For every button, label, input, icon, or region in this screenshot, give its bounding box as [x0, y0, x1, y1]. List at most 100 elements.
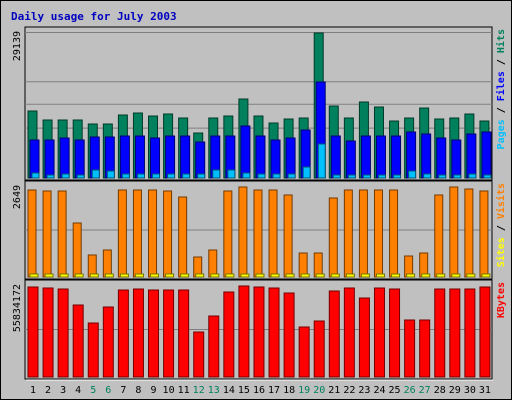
x-tick-day-16: 16 [253, 385, 265, 396]
x-tick-day-24: 24 [373, 385, 385, 396]
bar-pages-day-22 [347, 174, 356, 179]
bar-kbytes-day-29 [449, 288, 461, 378]
bar-pages-day-6 [106, 170, 115, 179]
bar-kbytes-day-28 [434, 288, 446, 378]
bar-visits-day-11 [178, 196, 188, 278]
bar-files-day-23 [360, 135, 371, 179]
bar-visits-day-25 [389, 189, 399, 278]
bar-files-day-7 [119, 135, 130, 179]
bar-kbytes-day-3 [57, 288, 69, 378]
bar-files-day-11 [180, 135, 191, 179]
bar-pages-day-1 [31, 172, 40, 179]
bar-pages-day-17 [272, 173, 281, 179]
bar-pages-day-19 [302, 166, 311, 179]
bar-pages-day-29 [453, 174, 462, 179]
bar-pages-day-12 [197, 173, 206, 179]
bar-visits-day-2 [42, 190, 52, 278]
x-tick-day-29: 29 [449, 385, 461, 396]
x-tick-day-3: 3 [60, 385, 66, 396]
x-tick-day-1: 1 [30, 385, 36, 396]
bar-pages-day-18 [287, 173, 296, 179]
x-tick-day-5: 5 [90, 385, 96, 396]
bar-visits-day-28 [434, 194, 444, 278]
bar-pages-day-21 [332, 174, 341, 179]
x-tick-day-13: 13 [208, 385, 220, 396]
x-tick-day-19: 19 [298, 385, 310, 396]
bar-visits-day-20 [313, 252, 323, 278]
bar-visits-day-17 [268, 189, 278, 278]
x-tick-day-2: 2 [45, 385, 51, 396]
x-tick-day-21: 21 [328, 385, 340, 396]
bar-sites-day-8 [134, 273, 144, 278]
bar-kbytes-day-17 [268, 287, 280, 378]
bar-files-day-30 [466, 133, 477, 179]
bar-visits-day-7 [117, 189, 127, 278]
bar-kbytes-day-13 [208, 315, 220, 378]
bar-kbytes-day-2 [42, 287, 54, 378]
bar-kbytes-day-26 [404, 319, 416, 378]
bar-kbytes-day-19 [298, 326, 310, 378]
bar-files-day-22 [345, 140, 356, 179]
bar-sites-day-5 [89, 273, 99, 278]
bar-kbytes-day-20 [313, 320, 325, 378]
bar-files-day-10 [165, 135, 176, 179]
bar-kbytes-day-9 [148, 289, 160, 378]
bar-files-day-15 [240, 125, 251, 179]
x-tick-day-23: 23 [358, 385, 370, 396]
bar-kbytes-day-14 [223, 291, 235, 378]
bar-sites-day-16 [255, 273, 265, 278]
bar-sites-day-29 [451, 273, 461, 278]
bar-sites-day-13 [210, 273, 220, 278]
bar-sites-day-21 [330, 273, 340, 278]
bar-sites-day-27 [421, 273, 431, 278]
bar-pages-day-13 [212, 169, 221, 179]
bar-pages-day-26 [408, 170, 417, 179]
bar-kbytes-day-12 [193, 331, 205, 378]
bar-visits-day-9 [148, 189, 158, 278]
bar-sites-day-31 [481, 273, 491, 278]
bar-visits-day-19 [298, 252, 308, 278]
bar-pages-day-16 [257, 173, 266, 179]
legend-sites: Sites [495, 237, 507, 267]
bar-visits-day-6 [102, 249, 112, 278]
legend-separator: / [496, 219, 507, 237]
bar-sites-day-19 [300, 273, 310, 278]
y-max-label: 2649 [12, 185, 23, 209]
bar-files-day-16 [255, 135, 266, 179]
bar-pages-day-23 [362, 174, 371, 179]
bar-files-day-27 [421, 133, 432, 179]
bar-visits-day-3 [57, 190, 67, 278]
x-tick-day-27: 27 [419, 385, 431, 396]
legend-files: Files [495, 71, 507, 101]
bar-files-day-17 [270, 139, 281, 179]
bar-files-day-9 [150, 137, 161, 179]
bar-visits-day-30 [464, 188, 474, 278]
legend-separator: / [496, 101, 507, 119]
legend-visits: Visits [495, 183, 507, 219]
bar-kbytes-day-16 [253, 286, 265, 378]
bar-sites-day-18 [285, 273, 295, 278]
bar-kbytes-day-27 [419, 319, 431, 378]
bar-sites-day-30 [466, 273, 476, 278]
x-tick-day-14: 14 [223, 385, 235, 396]
bar-pages-day-31 [483, 174, 492, 179]
bar-sites-day-25 [391, 273, 401, 278]
y-max-label: 55834172 [12, 284, 23, 332]
bar-visits-day-22 [343, 189, 353, 278]
x-tick-day-20: 20 [313, 385, 325, 396]
bar-pages-day-11 [182, 173, 191, 179]
x-tick-day-17: 17 [268, 385, 280, 396]
bar-visits-day-16 [253, 189, 263, 278]
bar-files-day-25 [391, 135, 402, 179]
bar-sites-day-26 [406, 273, 416, 278]
bar-sites-day-6 [104, 273, 114, 278]
legend-label: Sites / Visits [495, 183, 507, 267]
bar-visits-day-18 [283, 194, 293, 278]
bar-pages-day-4 [76, 174, 85, 179]
bar-sites-day-12 [195, 273, 205, 278]
bar-pages-day-25 [393, 174, 402, 179]
bar-files-day-31 [481, 131, 492, 179]
bar-kbytes-day-10 [163, 289, 175, 378]
